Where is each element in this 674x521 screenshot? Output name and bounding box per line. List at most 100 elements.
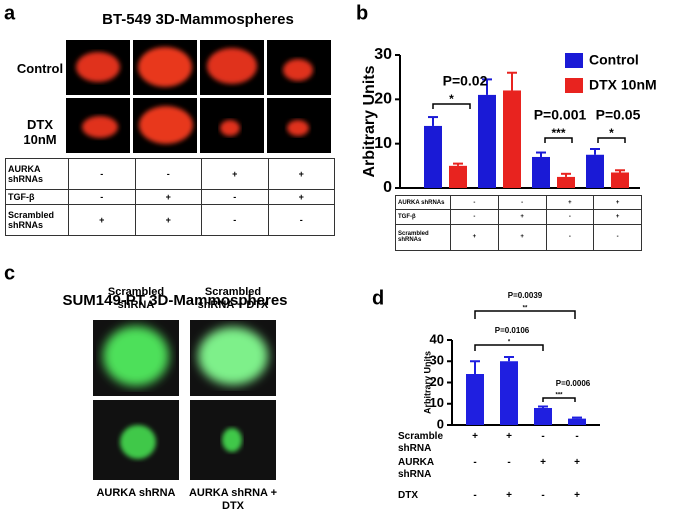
table-cell: + bbox=[201, 158, 269, 190]
table-cell: - bbox=[134, 158, 202, 190]
image-label: Scrambled shRNA + DTX bbox=[197, 286, 269, 311]
significance-stars: *** bbox=[555, 393, 563, 399]
table-row-label: AURKA shRNAs bbox=[5, 158, 69, 190]
bar bbox=[532, 156, 550, 188]
y-tick-label: 20 bbox=[430, 374, 444, 389]
table-cell: - bbox=[541, 431, 545, 442]
bar bbox=[424, 125, 442, 188]
bar bbox=[557, 176, 575, 188]
p-value: P=0.001 bbox=[534, 107, 587, 123]
table-cell: + bbox=[497, 209, 547, 225]
table-cell: - bbox=[473, 490, 477, 501]
significance-bracket bbox=[542, 397, 576, 402]
table-cell: - bbox=[507, 457, 511, 468]
table-cell: + bbox=[545, 194, 595, 211]
significance-bracket bbox=[597, 137, 626, 143]
panel-title: SUM149-PT 3D-Mammospheres bbox=[62, 292, 287, 309]
bar bbox=[449, 165, 467, 188]
image-label: AURKA shRNA + DTX bbox=[188, 487, 278, 512]
legend-swatch bbox=[565, 78, 583, 93]
y-tick-label: 20 bbox=[374, 91, 392, 108]
image-grid-c bbox=[93, 320, 276, 480]
table-cell: - bbox=[545, 223, 595, 251]
table-cell: + bbox=[68, 204, 136, 236]
significance-stars: * bbox=[449, 92, 454, 106]
p-value: P=0.02 bbox=[443, 73, 488, 89]
table-row-label: AURKA shRNA bbox=[398, 457, 434, 480]
table-cell: + bbox=[593, 209, 642, 225]
table-cell: - bbox=[497, 194, 547, 211]
table-cell: + bbox=[540, 457, 546, 468]
table-cell: + bbox=[574, 490, 580, 501]
p-value: P=0.0106 bbox=[495, 326, 530, 335]
y-tick-label: 10 bbox=[430, 395, 444, 410]
image-label: AURKA shRNA bbox=[96, 487, 176, 499]
table-cell: - bbox=[201, 188, 269, 206]
significance-bracket bbox=[432, 103, 471, 109]
table-cell: - bbox=[473, 457, 477, 468]
significance-stars: * bbox=[609, 126, 614, 140]
table-cell: + bbox=[134, 188, 202, 206]
table-row-label: TGF-β bbox=[395, 209, 451, 225]
bar bbox=[478, 94, 496, 188]
table-cell: - bbox=[68, 188, 136, 206]
table-cell: - bbox=[541, 490, 545, 501]
bar bbox=[503, 90, 521, 188]
table-cell: + bbox=[472, 431, 478, 442]
table-cell: + bbox=[574, 457, 580, 468]
bar bbox=[500, 361, 518, 425]
legend-label: Control bbox=[589, 52, 639, 68]
image-label: Scrambled shRNA bbox=[107, 286, 165, 311]
bar bbox=[586, 154, 604, 188]
legend-label: DTX 10nM bbox=[589, 77, 657, 93]
table-cell: - bbox=[450, 209, 499, 225]
bar bbox=[534, 408, 552, 425]
table-cell: + bbox=[134, 204, 202, 236]
panel-title: BT-549 3D-Mammospheres bbox=[102, 11, 294, 28]
table-cell: + bbox=[267, 158, 335, 190]
y-tick-label: 40 bbox=[430, 331, 444, 346]
table-row-label: Scrambled shRNAs bbox=[5, 204, 69, 236]
y-axis-label: Arbitrary Units bbox=[422, 351, 432, 414]
row-label: DTX 10nM bbox=[23, 117, 57, 147]
table-cell: + bbox=[450, 223, 499, 251]
significance-bracket bbox=[474, 310, 576, 319]
panel-label: a bbox=[4, 2, 16, 24]
significance-stars: *** bbox=[551, 126, 565, 140]
table-cell: - bbox=[267, 204, 335, 236]
legend-swatch bbox=[565, 53, 583, 68]
table-cell: + bbox=[506, 490, 512, 501]
bar bbox=[568, 418, 586, 425]
table-cell: + bbox=[506, 431, 512, 442]
row-label: Control bbox=[16, 61, 64, 76]
table-cell: - bbox=[593, 223, 642, 251]
p-value: P=0.05 bbox=[596, 107, 641, 123]
table-row-label: Scramble shRNA bbox=[398, 431, 444, 454]
table-cell: - bbox=[450, 194, 499, 211]
table-row-label: DTX bbox=[398, 490, 418, 501]
table-cell: - bbox=[201, 204, 269, 236]
table-cell: - bbox=[545, 209, 595, 225]
panel-label: d bbox=[372, 287, 384, 309]
condition-table: AURKA shRNAs - - + + TGF-β - + - + Scrambled shRNA… bbox=[395, 194, 642, 251]
table-row-label: AURKA shRNAs bbox=[395, 194, 451, 211]
panel-label: b bbox=[356, 2, 368, 24]
y-tick-label: 10 bbox=[374, 135, 392, 152]
y-tick-label: 30 bbox=[430, 353, 444, 368]
significance-bracket bbox=[474, 344, 544, 351]
condition-table: AURKA shRNAs - - + + TGF-β - + - + Scrambled shRNA… bbox=[5, 158, 335, 236]
table-cell: - bbox=[68, 158, 136, 190]
image-grid-a bbox=[66, 40, 331, 153]
y-tick-label: 30 bbox=[374, 46, 392, 63]
significance-bracket bbox=[544, 137, 573, 143]
y-axis-label: Arbitrary Units bbox=[361, 65, 378, 177]
y-tick-label: 0 bbox=[383, 179, 392, 196]
table-row-label: Scrambled shRNAs bbox=[395, 223, 451, 251]
table-cell: + bbox=[267, 188, 335, 206]
bar bbox=[611, 172, 629, 188]
significance-stars: * bbox=[508, 340, 511, 346]
table-cell: + bbox=[593, 194, 642, 211]
p-value: P=0.0039 bbox=[508, 291, 543, 300]
